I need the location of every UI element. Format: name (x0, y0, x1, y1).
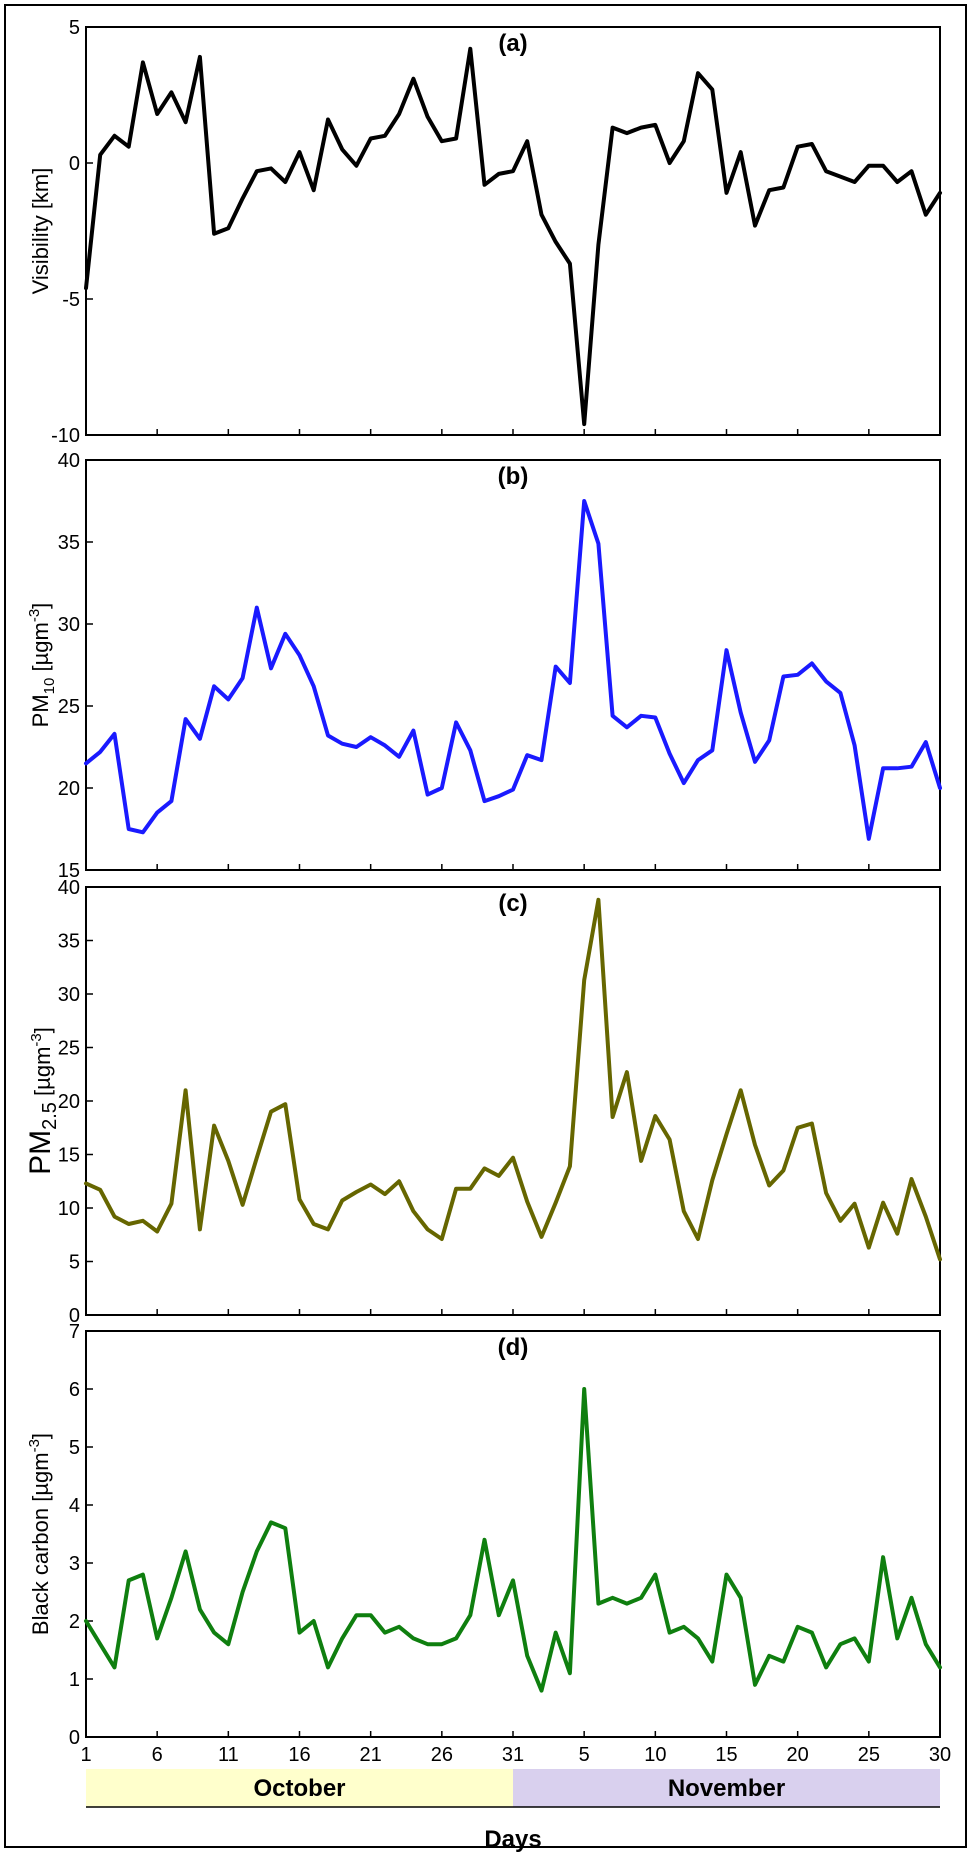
month-band-october (86, 1769, 513, 1807)
month-label-november: November (668, 1775, 785, 1802)
y-axis-label-unit: [µgm (28, 622, 53, 677)
y-axis-label-sub: 10 (41, 678, 58, 695)
figure-frame (4, 4, 967, 1848)
y-tick-label: 35 (58, 931, 80, 953)
x-tick-label: 30 (929, 1744, 951, 1766)
y-tick-label: 0 (69, 1727, 80, 1749)
y-axis-label-unit: [µgm (30, 1047, 55, 1102)
y-tick-label: 10 (58, 1198, 80, 1220)
y-tick-label: 2 (69, 1611, 80, 1633)
y-tick-label: 5 (69, 17, 80, 39)
x-tick-label: 15 (715, 1744, 737, 1766)
y-tick-label: 35 (58, 532, 80, 554)
panel-b: 40 35 30 25 20 15 (b) PM10 [µgm-3] (26, 450, 942, 882)
y-axis-label: Black carbon [µgm-3] (26, 1433, 53, 1635)
x-tick-label: 16 (288, 1744, 310, 1766)
y-tick-label: 0 (69, 153, 80, 175)
panel-d: 7 6 5 4 3 2 1 0 (d) Black carbon [µgm-3] (26, 1321, 942, 1749)
y-tick-label: 15 (58, 860, 80, 882)
panel-label: (c) (498, 890, 527, 917)
panel-label: (d) (498, 1334, 529, 1361)
y-axis-label-unit: [µgm (28, 1452, 53, 1507)
y-axis-label: Visibility [km] (28, 168, 53, 295)
y-tick-label: 4 (69, 1495, 80, 1517)
y-axis-label-end: ] (28, 603, 53, 609)
x-tick-label: 1 (80, 1744, 91, 1766)
x-tick-label: 6 (152, 1744, 163, 1766)
y-tick-label: 30 (58, 984, 80, 1006)
y-tick-label: 7 (69, 1321, 80, 1343)
y-tick-label: 15 (58, 1145, 80, 1167)
y-tick-label: -10 (51, 425, 80, 447)
y-axis-label-sub: 2.5 (39, 1102, 61, 1130)
y-tick-label: 40 (58, 450, 80, 472)
panel-c: 40 35 30 25 20 15 10 5 0 (c) PM2.5 [µgm-3] (24, 877, 942, 1327)
y-axis-label-main: PM (24, 1130, 57, 1175)
y-tick-label: 20 (58, 778, 80, 800)
plot-area (85, 1330, 941, 1738)
series-line (84, 499, 942, 841)
x-axis-label: Days (484, 1826, 541, 1853)
y-axis-label-sup: -3 (26, 1439, 43, 1452)
y-tick-label: 25 (58, 1038, 80, 1060)
panel-label: (b) (498, 463, 529, 490)
panel-a: 5 0 -5 -10 (a) Visibility [km] (28, 17, 942, 447)
x-tick-label: 11 (218, 1744, 239, 1766)
y-tick-label: 20 (58, 1091, 80, 1113)
plot-area (85, 886, 941, 1316)
y-axis-label-sup: -3 (26, 609, 43, 622)
y-tick-label: 5 (69, 1252, 80, 1274)
y-axis-label: PM10 [µgm-3] (26, 603, 58, 728)
y-axis-label-end: ] (28, 1433, 53, 1439)
y-tick-label: 6 (69, 1379, 80, 1401)
x-tick-label: 21 (360, 1744, 382, 1766)
series-line (84, 46, 942, 427)
y-axis-label: PM2.5 [µgm-3] (24, 1027, 61, 1175)
y-axis-label-end: ] (30, 1027, 55, 1033)
series-line (84, 897, 942, 1262)
x-tick-label: 10 (644, 1744, 666, 1766)
y-tick-label: 25 (58, 696, 80, 718)
month-band-november (513, 1769, 940, 1807)
y-axis-label-main: Black carbon (28, 1508, 53, 1635)
y-tick-label: 30 (58, 614, 80, 636)
y-tick-label: 1 (69, 1669, 80, 1691)
x-tick-label: 31 (502, 1744, 524, 1766)
x-tick-label: 5 (579, 1744, 590, 1766)
x-tick-label: 20 (787, 1744, 809, 1766)
panel-label: (a) (498, 30, 527, 57)
y-tick-label: 5 (69, 1437, 80, 1459)
y-axis-label-sup: -3 (28, 1033, 45, 1046)
x-tick-label: 25 (858, 1744, 880, 1766)
y-tick-label: 3 (69, 1553, 80, 1575)
series-line (84, 1387, 942, 1693)
y-tick-label: 40 (58, 877, 80, 899)
y-axis-label-main: PM (28, 694, 53, 727)
month-label-october: October (253, 1775, 345, 1802)
y-tick-label: -5 (62, 289, 80, 311)
x-tick-label: 26 (431, 1744, 453, 1766)
y-tick-label: 0 (69, 1305, 80, 1327)
